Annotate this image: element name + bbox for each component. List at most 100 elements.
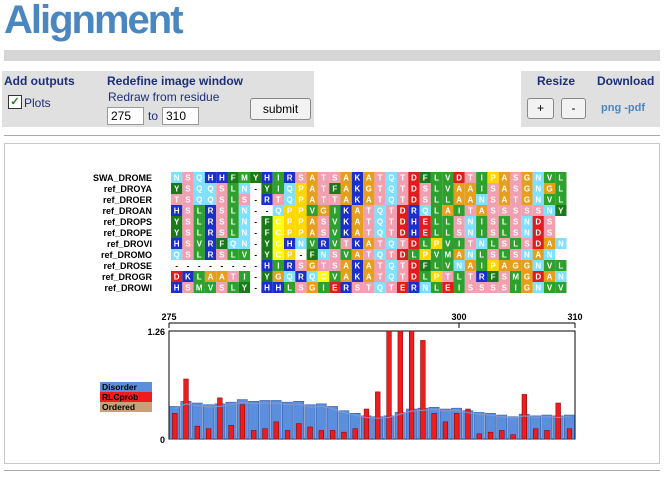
zoom-in-button[interactable]: +: [527, 98, 554, 119]
residue-letter: L: [231, 196, 236, 205]
residue-letter: S: [423, 196, 429, 205]
residue-letter: -: [254, 251, 257, 260]
residue-letter: G: [513, 262, 519, 271]
residue-letter: I: [481, 262, 483, 271]
residue-letter: L: [558, 185, 563, 194]
residue-cell: [430, 249, 443, 260]
residue-cell: [408, 205, 420, 216]
residue-letter: S: [479, 284, 485, 293]
to-label: to: [148, 109, 159, 123]
submit-button[interactable]: submit: [250, 98, 311, 120]
residue-cell: [182, 249, 194, 260]
residue-letter: S: [185, 207, 191, 216]
plots-checkbox[interactable]: ✓: [8, 95, 22, 109]
residue-letter: A: [309, 196, 315, 205]
residue-letter: N: [456, 262, 462, 271]
residue-cell: [306, 282, 318, 293]
legend-label: Disorder: [102, 382, 138, 392]
residue-cell: [317, 238, 330, 249]
residue-letter: L: [231, 229, 236, 238]
residue-letter: L: [231, 185, 236, 194]
residue-cell: [555, 282, 567, 293]
residue-letter: S: [524, 207, 530, 216]
residue-cell: [363, 183, 375, 194]
residue-letter: Q: [275, 207, 281, 216]
residue-letter: S: [513, 218, 519, 227]
residue-letter: F: [423, 262, 428, 271]
residue-letter: L: [445, 229, 450, 238]
residue-cell: [532, 205, 544, 216]
residue-letter: C: [321, 273, 327, 282]
residue-letter: Q: [377, 229, 383, 238]
download-links[interactable]: png -pdf: [601, 102, 645, 114]
residue-cell: [487, 183, 499, 194]
residue-cell: [272, 271, 284, 282]
residue-cell: [317, 183, 330, 194]
residue-letter: A: [343, 273, 349, 282]
residue-letter: R: [411, 284, 417, 293]
residue-letter: A: [366, 240, 372, 249]
residue-letter: N: [479, 196, 485, 205]
residue-cell: [284, 227, 296, 238]
residue-cell: [487, 216, 499, 227]
residue-letter: M: [241, 174, 248, 183]
residue-letter: M: [196, 284, 203, 293]
residue-cell: [306, 260, 318, 271]
rlcprob-bar: [330, 430, 336, 440]
residue-cell: [329, 271, 341, 282]
residue-letter: -: [254, 273, 257, 282]
residue-cell: [385, 205, 397, 216]
residue-letter: S: [547, 229, 553, 238]
options-panel: Add outputs ✓ Plots Redefine image windo…: [2, 71, 314, 127]
residue-cell: [408, 238, 420, 249]
residue-cell: [250, 172, 262, 183]
redefine-heading: Redefine image window: [107, 74, 244, 88]
bottom-divider: [4, 470, 660, 471]
residue-cell: [498, 183, 510, 194]
residue-letter: T: [389, 284, 394, 293]
residue-letter: N: [468, 218, 474, 227]
residue-cell: [464, 249, 477, 260]
residue-letter: L: [231, 284, 236, 293]
rlcprob-bar: [510, 434, 516, 440]
residue-letter: N: [524, 229, 530, 238]
residue-letter: D: [535, 218, 541, 227]
residue-letter: Q: [422, 207, 428, 216]
residue-cell: [408, 183, 420, 194]
residue-letter: S: [502, 240, 508, 249]
residue-letter: S: [513, 174, 519, 183]
residue-letter: S: [185, 229, 191, 238]
residue-cell: [261, 227, 273, 238]
residue-cell: [442, 260, 454, 271]
residue-cell: [464, 282, 477, 293]
residue-cell: [193, 238, 205, 249]
residue-cell: [374, 238, 386, 249]
header-bar: [4, 50, 660, 61]
residue-letter: I: [458, 240, 460, 249]
residue-cell: [171, 282, 183, 293]
residue-cell: [476, 271, 488, 282]
residue-letter: L: [558, 262, 563, 271]
residue-cell: [476, 183, 488, 194]
residue-letter: A: [309, 174, 315, 183]
zoom-out-button[interactable]: -: [561, 98, 586, 119]
residue-cell: [487, 282, 499, 293]
to-residue-input[interactable]: [162, 107, 199, 125]
residue-cell: [182, 205, 194, 216]
residue-letter: Y: [174, 185, 180, 194]
residue-cell: [464, 194, 477, 205]
residue-cell: [216, 238, 228, 249]
residue-cell: [419, 271, 431, 282]
disorder-line: [174, 401, 570, 419]
residue-letter: T: [321, 185, 326, 194]
residue-letter: T: [366, 284, 371, 293]
residue-cell: [295, 183, 307, 194]
residue-letter: L: [231, 207, 236, 216]
from-residue-input[interactable]: [107, 107, 144, 125]
residue-cell: [351, 282, 364, 293]
residue-letter: L: [434, 262, 439, 271]
residue-cell: [442, 183, 454, 194]
residue-cell: [340, 238, 352, 249]
residue-cell: [317, 249, 330, 260]
residue-cell: [363, 282, 375, 293]
